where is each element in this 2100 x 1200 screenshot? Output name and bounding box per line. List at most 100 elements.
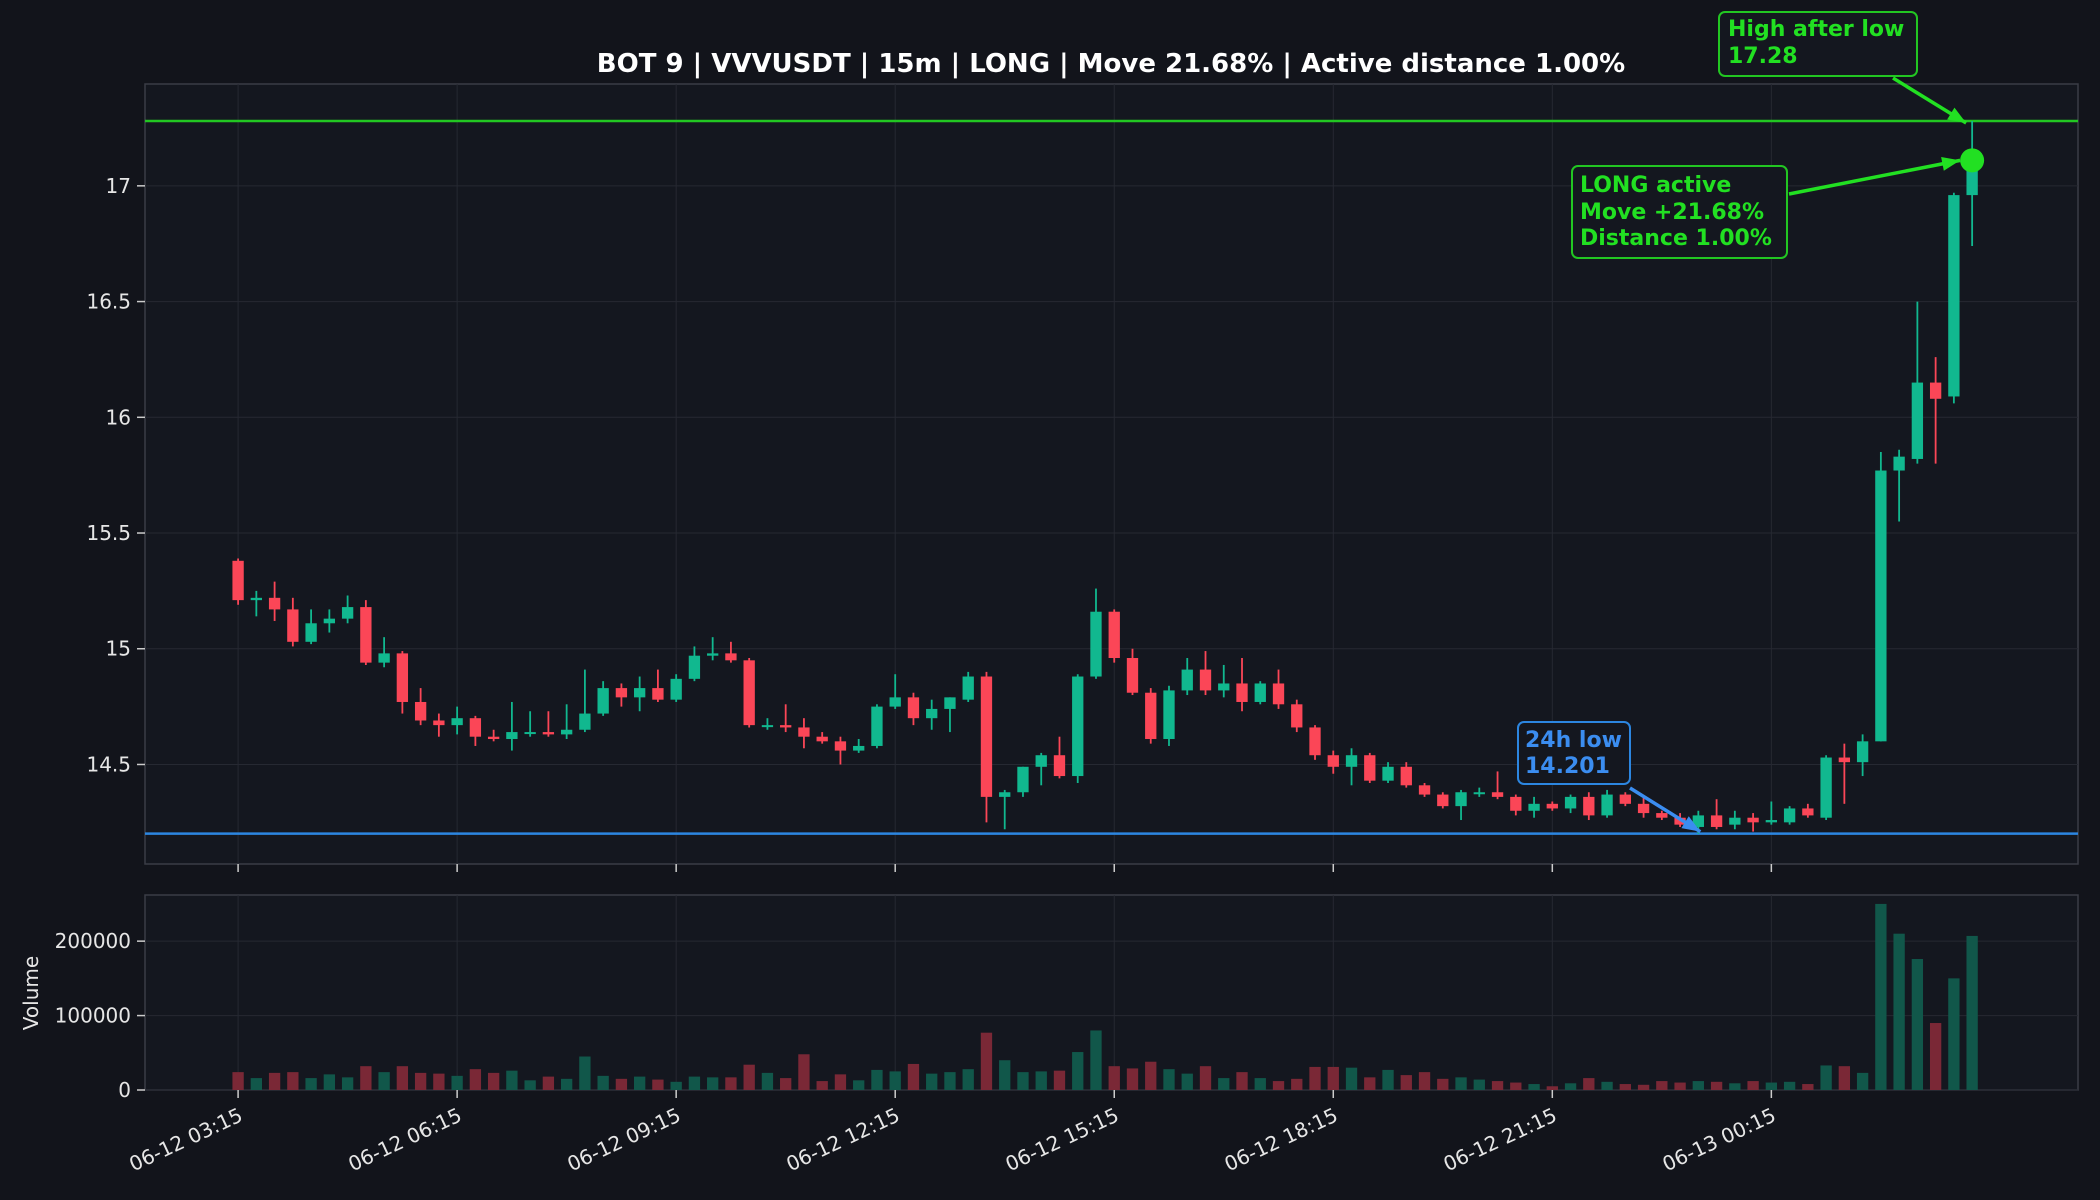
- candle: [1072, 674, 1084, 783]
- candle: [1820, 755, 1832, 821]
- candle-body: [633, 688, 646, 698]
- volume-bar: [889, 1071, 901, 1090]
- volume-bar: [1382, 1069, 1394, 1090]
- candle: [250, 590, 263, 617]
- candle: [1838, 743, 1851, 804]
- volume-bar: [1364, 1077, 1376, 1090]
- volume-bar: [1710, 1081, 1723, 1090]
- volume-bar: [980, 1032, 993, 1090]
- candle-body: [287, 609, 299, 642]
- volume-bar: [1601, 1081, 1613, 1090]
- candle-body: [360, 607, 372, 663]
- candle-body: [1053, 755, 1066, 777]
- candle: [1948, 192, 1960, 404]
- candle: [1272, 669, 1285, 709]
- candle-body: [926, 708, 938, 719]
- candle-body: [1729, 817, 1741, 825]
- candle-body: [707, 653, 719, 656]
- volume-bar: [1491, 1081, 1504, 1090]
- candle-body: [1802, 808, 1814, 816]
- candle-body: [1072, 676, 1084, 777]
- candle: [1583, 792, 1595, 821]
- candle: [761, 718, 774, 730]
- volume-bar: [1400, 1075, 1412, 1090]
- volume-bar: [1966, 935, 1978, 1090]
- candle-body: [1491, 792, 1504, 797]
- candle-body: [1528, 803, 1540, 811]
- candle: [1364, 752, 1376, 783]
- candle-body: [1236, 683, 1248, 702]
- candle-body: [1674, 817, 1686, 825]
- candle: [780, 704, 792, 733]
- candle-body: [1400, 766, 1412, 786]
- candle-body: [1765, 820, 1778, 823]
- volume-bar: [232, 1072, 244, 1090]
- volume-bar: [1765, 1082, 1778, 1090]
- candle: [834, 736, 847, 765]
- candle-body: [907, 697, 920, 719]
- candle: [1893, 449, 1905, 522]
- candle-body: [1108, 611, 1120, 659]
- low-annotation-arrowhead: [1681, 816, 1701, 832]
- candle: [1199, 651, 1212, 696]
- candle: [1491, 771, 1504, 800]
- volume-axis-label: Volume: [19, 956, 43, 1030]
- volume-bar: [780, 1078, 792, 1090]
- candle-body: [1747, 817, 1759, 823]
- candle-body: [1838, 757, 1851, 763]
- candle: [1656, 810, 1668, 821]
- volume-bar: [707, 1077, 719, 1090]
- candle-body: [1692, 815, 1704, 827]
- volume-bar: [743, 1064, 755, 1090]
- candle-body: [1181, 669, 1193, 691]
- high-after-low-annotation: High after low 17.28: [1718, 11, 1968, 125]
- candle: [560, 704, 573, 740]
- candle: [1035, 752, 1047, 786]
- volume-bar: [1875, 903, 1887, 1090]
- candle-body: [1564, 796, 1577, 809]
- volume-bar: [1053, 1070, 1066, 1090]
- volume-bar: [1017, 1072, 1029, 1090]
- volume-bar: [1674, 1082, 1686, 1090]
- volume-bar: [1637, 1084, 1650, 1090]
- high-annotation-box: [1718, 11, 1918, 77]
- volume-bar: [1911, 959, 1924, 1090]
- candle-body: [652, 688, 664, 700]
- candle-body: [1418, 785, 1431, 795]
- candle: [360, 600, 372, 665]
- volume-bar: [1856, 1072, 1869, 1090]
- candle: [1218, 664, 1230, 698]
- candle: [287, 597, 299, 647]
- volume-bar: [268, 1072, 281, 1090]
- candles: [232, 121, 1978, 834]
- candle-body: [1783, 808, 1796, 823]
- volume-bar: [433, 1073, 445, 1090]
- candle-body: [1637, 803, 1650, 814]
- candle-body: [433, 720, 445, 726]
- volume-bar: [761, 1072, 774, 1090]
- long-annotation-arrow: [1788, 158, 1961, 196]
- candle: [926, 699, 938, 730]
- candle: [743, 658, 755, 728]
- candle-body: [232, 560, 244, 601]
- candle-body: [579, 713, 591, 730]
- candle-body: [889, 697, 901, 707]
- volume-bar: [615, 1078, 628, 1090]
- candle: [688, 646, 701, 682]
- candle: [1327, 750, 1339, 774]
- candle-body: [1163, 690, 1175, 740]
- volume-bar: [853, 1080, 865, 1090]
- candle-body: [1272, 683, 1285, 705]
- candle-body: [871, 706, 883, 746]
- volume-bar: [1656, 1081, 1668, 1090]
- candle-body: [1382, 766, 1394, 781]
- candle: [1108, 609, 1120, 663]
- candle-body: [1199, 669, 1212, 691]
- candle-body: [1893, 456, 1905, 471]
- candle: [433, 713, 445, 737]
- candle: [487, 729, 500, 742]
- candle-body: [1948, 195, 1960, 397]
- volume-bar: [1345, 1067, 1358, 1090]
- volume-bar: [1747, 1081, 1759, 1090]
